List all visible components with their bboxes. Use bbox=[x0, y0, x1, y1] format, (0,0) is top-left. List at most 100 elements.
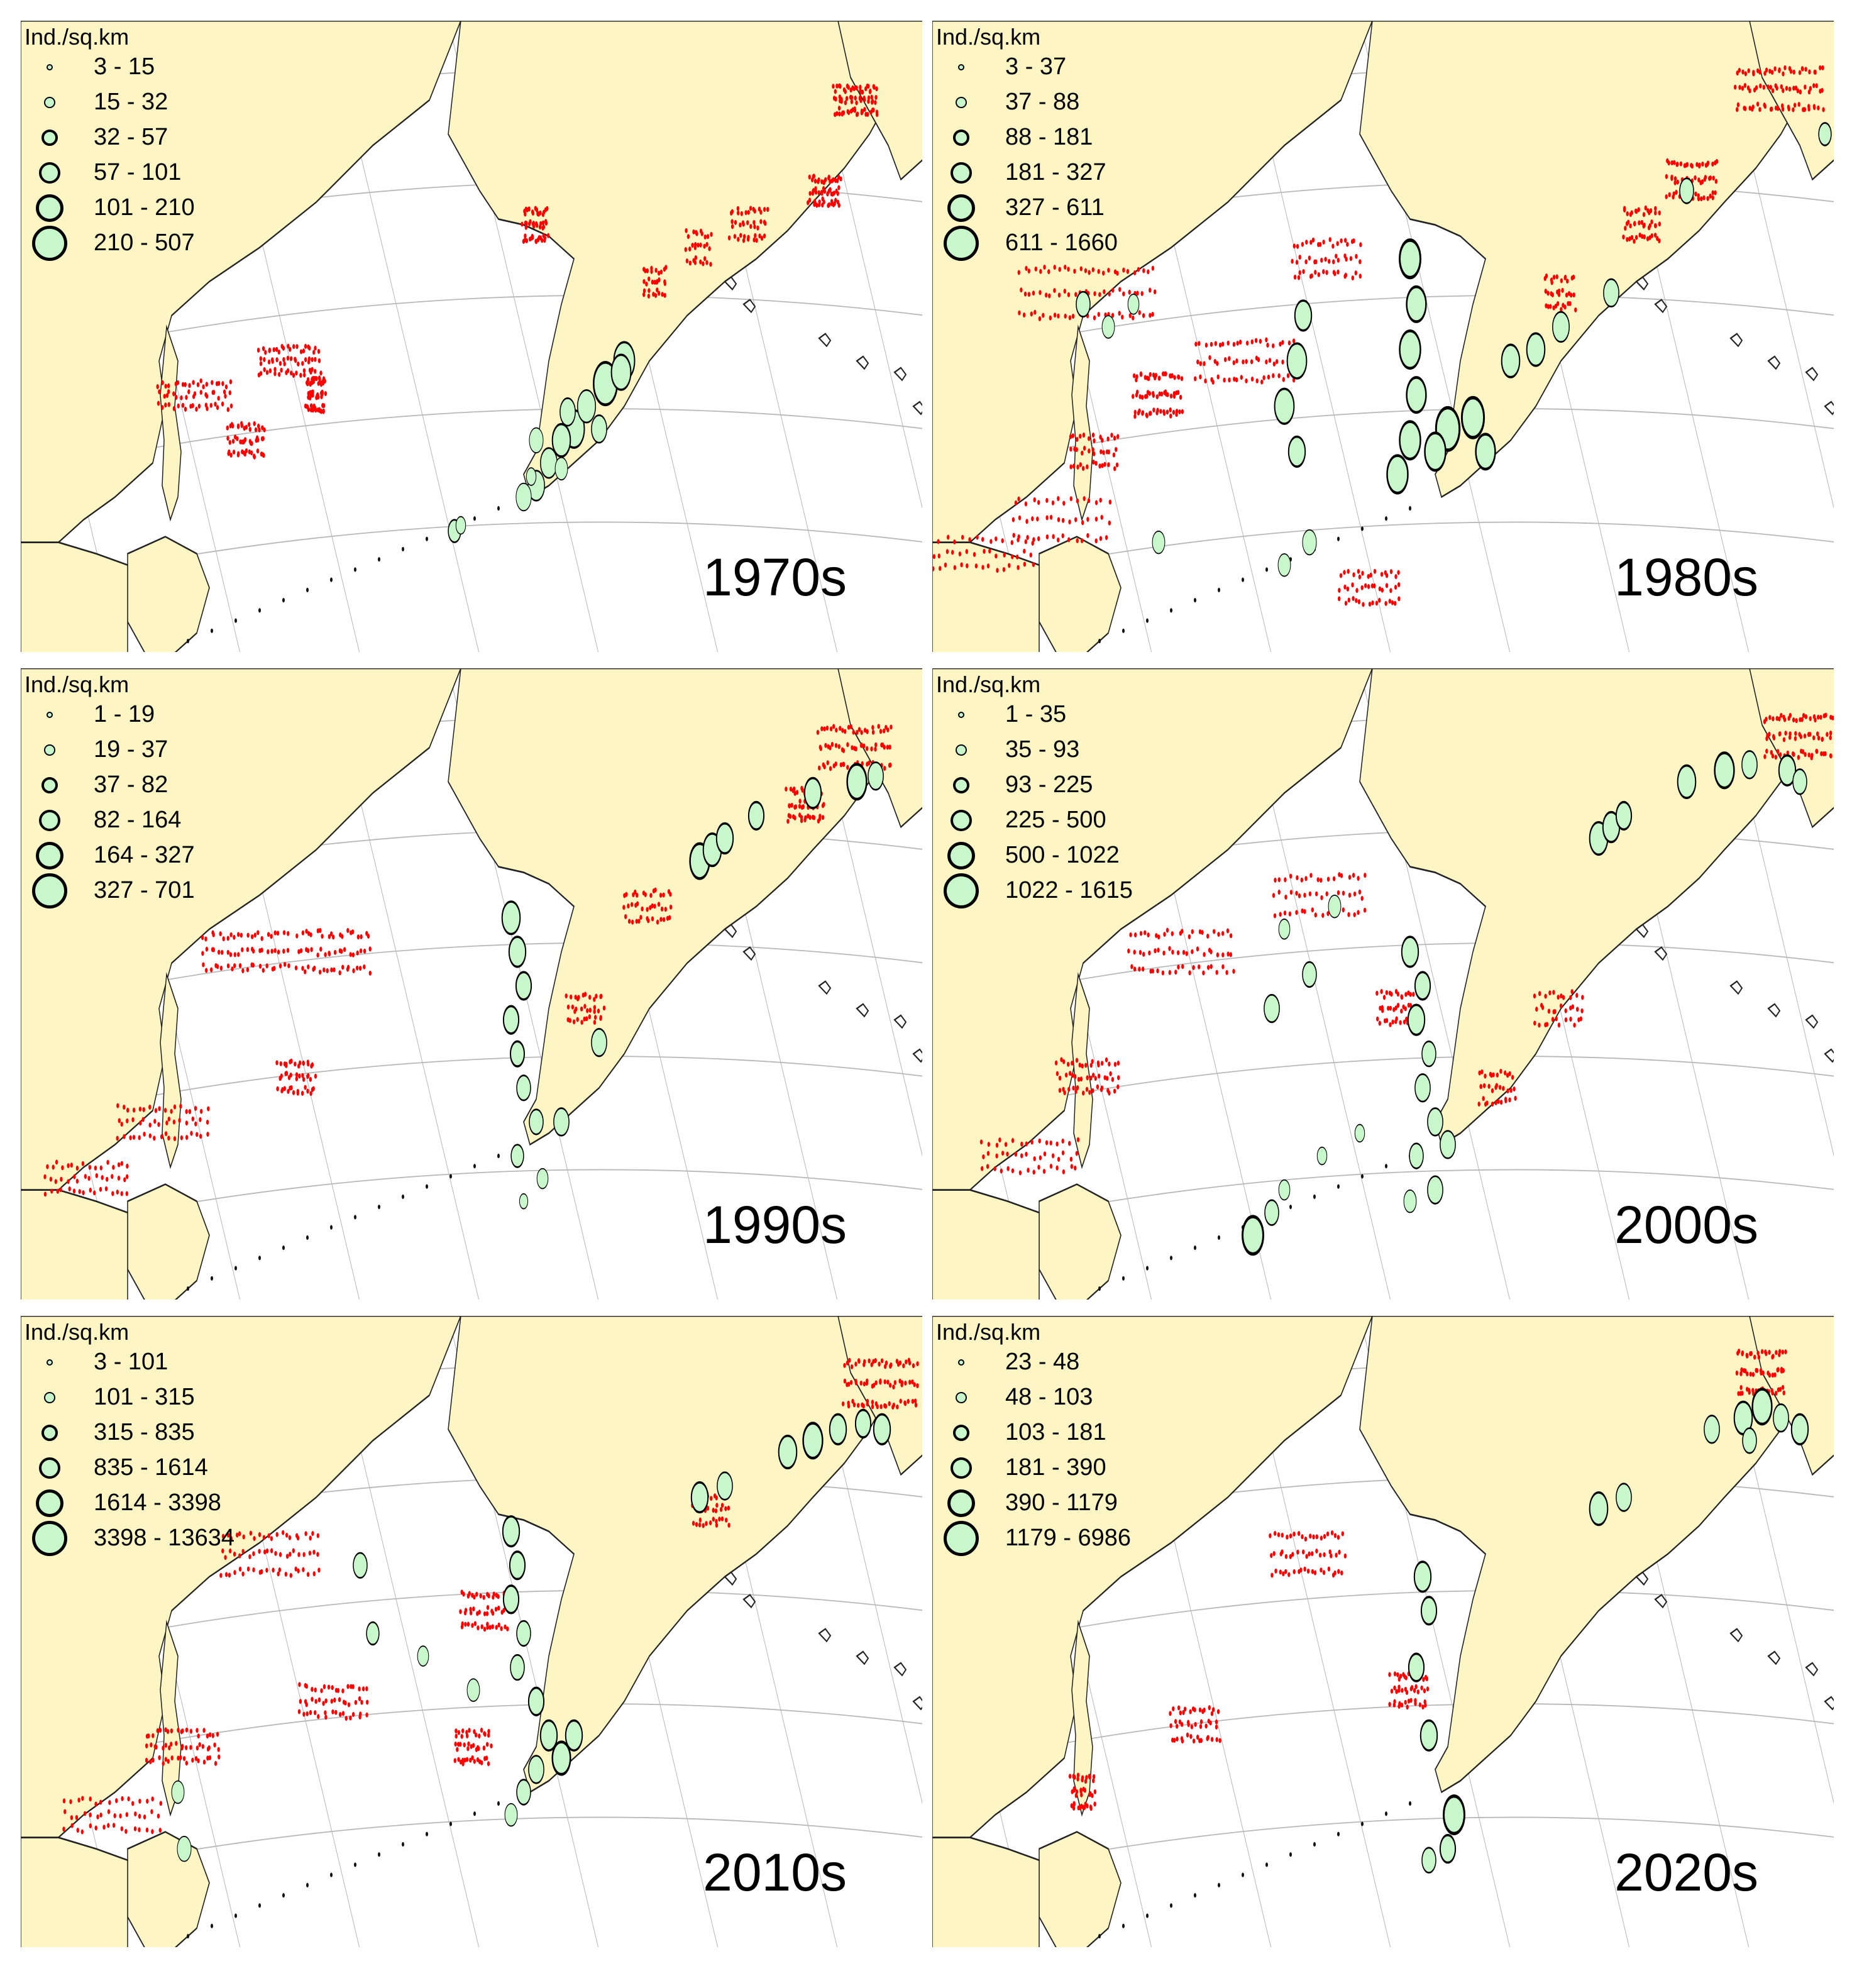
survey-station bbox=[1103, 461, 1106, 467]
survey-station bbox=[333, 1698, 336, 1703]
survey-station bbox=[1151, 968, 1154, 974]
legend-row: 1614 - 3398 bbox=[25, 1486, 221, 1521]
legend-circle-symbol bbox=[39, 810, 60, 831]
survey-station bbox=[1181, 1721, 1184, 1727]
survey-station bbox=[1151, 265, 1155, 271]
survey-station bbox=[960, 562, 963, 568]
survey-station bbox=[316, 393, 319, 399]
survey-station bbox=[1673, 180, 1677, 185]
survey-station bbox=[194, 1756, 198, 1762]
survey-station bbox=[267, 932, 270, 937]
survey-station bbox=[648, 288, 651, 294]
survey-station bbox=[1787, 106, 1790, 112]
survey-station bbox=[1649, 208, 1653, 214]
survey-station bbox=[1348, 892, 1352, 898]
survey-station bbox=[1001, 1151, 1005, 1156]
survey-station bbox=[343, 947, 346, 953]
survey-station bbox=[852, 86, 856, 92]
survey-station bbox=[874, 1380, 878, 1386]
density-circle bbox=[553, 1107, 570, 1137]
survey-station bbox=[157, 1813, 160, 1819]
survey-station bbox=[913, 1398, 917, 1404]
survey-station bbox=[632, 892, 635, 898]
survey-station bbox=[1270, 1553, 1273, 1559]
survey-station bbox=[1353, 912, 1356, 917]
land-polygon bbox=[932, 541, 1040, 652]
survey-station bbox=[837, 202, 841, 208]
survey-station bbox=[1079, 462, 1082, 468]
survey-station bbox=[1136, 290, 1139, 296]
survey-station bbox=[1762, 84, 1765, 90]
density-circle bbox=[717, 1471, 733, 1501]
legend-row: 48 - 103 bbox=[936, 1380, 1093, 1415]
survey-station bbox=[311, 1062, 314, 1068]
survey-station bbox=[1342, 890, 1345, 896]
survey-station bbox=[1100, 514, 1103, 520]
survey-station bbox=[1324, 257, 1327, 262]
survey-station bbox=[1250, 359, 1254, 365]
survey-station bbox=[842, 110, 846, 116]
survey-station bbox=[240, 932, 243, 938]
survey-station bbox=[914, 1402, 918, 1408]
survey-station bbox=[491, 1624, 494, 1630]
survey-station bbox=[271, 357, 274, 363]
density-circle bbox=[353, 1552, 368, 1579]
survey-station bbox=[50, 1188, 53, 1194]
survey-station bbox=[996, 568, 999, 573]
survey-station bbox=[245, 424, 248, 430]
survey-station bbox=[487, 1761, 490, 1767]
survey-station bbox=[184, 406, 187, 412]
island bbox=[818, 1628, 832, 1643]
survey-station bbox=[1347, 568, 1350, 574]
survey-station bbox=[306, 1088, 309, 1094]
survey-station bbox=[1331, 243, 1335, 249]
survey-station bbox=[1161, 970, 1165, 976]
density-circle bbox=[1439, 1834, 1457, 1864]
survey-station bbox=[187, 389, 190, 395]
survey-station bbox=[1173, 1738, 1176, 1743]
survey-station bbox=[890, 1362, 893, 1367]
survey-station bbox=[1097, 268, 1100, 274]
survey-station bbox=[1157, 934, 1160, 940]
survey-station bbox=[1426, 1686, 1430, 1692]
survey-station bbox=[275, 1532, 278, 1537]
island-dot bbox=[1242, 1872, 1244, 1877]
survey-station bbox=[482, 1594, 485, 1600]
survey-station bbox=[1134, 932, 1137, 937]
survey-station bbox=[472, 1606, 475, 1612]
survey-station bbox=[1293, 1569, 1296, 1574]
survey-station bbox=[1199, 361, 1202, 367]
density-circle bbox=[417, 1645, 429, 1667]
survey-station bbox=[1765, 1351, 1768, 1357]
survey-station bbox=[1203, 361, 1206, 367]
survey-station bbox=[1784, 1349, 1787, 1355]
survey-station bbox=[1775, 1391, 1778, 1396]
survey-station bbox=[55, 1159, 58, 1165]
survey-station bbox=[1749, 1371, 1752, 1377]
survey-station bbox=[1110, 433, 1113, 438]
survey-station bbox=[1425, 1676, 1428, 1682]
map-panel-1970s: Ind./sq.km 3 - 15 15 - 32 32 - 57 57 - 101 1… bbox=[19, 19, 924, 654]
survey-station bbox=[705, 241, 708, 247]
survey-station bbox=[294, 965, 298, 971]
survey-station bbox=[1198, 341, 1201, 346]
survey-station bbox=[637, 919, 641, 924]
survey-station bbox=[1291, 1552, 1294, 1557]
survey-station bbox=[1302, 268, 1305, 274]
survey-station bbox=[834, 96, 837, 102]
survey-station bbox=[1335, 1552, 1338, 1558]
survey-station bbox=[1564, 1017, 1568, 1023]
survey-station bbox=[154, 1108, 158, 1113]
island-dot bbox=[402, 1842, 404, 1847]
survey-station bbox=[70, 1162, 74, 1168]
survey-station bbox=[1817, 735, 1821, 741]
survey-station bbox=[1773, 1372, 1777, 1378]
survey-station bbox=[314, 368, 317, 374]
survey-station bbox=[842, 748, 846, 753]
survey-station bbox=[846, 765, 849, 770]
survey-station bbox=[1737, 1349, 1741, 1354]
survey-station bbox=[347, 1702, 351, 1708]
survey-station bbox=[908, 1379, 912, 1385]
survey-station bbox=[659, 917, 663, 922]
survey-station bbox=[358, 1696, 361, 1701]
